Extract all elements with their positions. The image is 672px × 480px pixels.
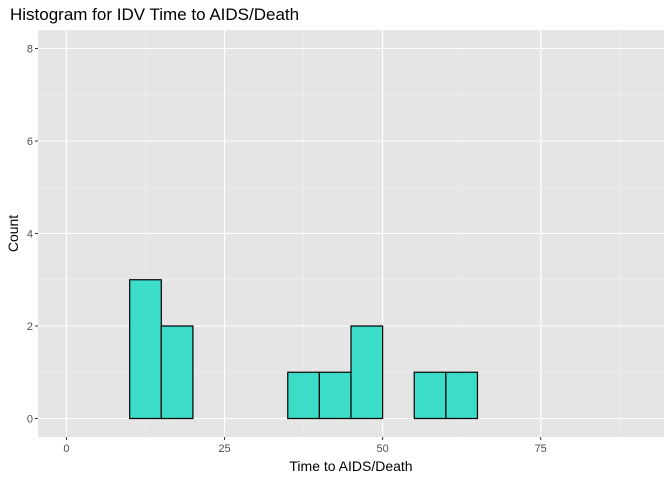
x-axis-title: Time to AIDS/Death bbox=[289, 458, 412, 474]
histogram-bar bbox=[445, 371, 479, 420]
x-tick-label: 25 bbox=[218, 443, 230, 455]
x-tick-label: 75 bbox=[535, 443, 547, 455]
histogram-bar bbox=[129, 279, 162, 420]
histogram-bar bbox=[160, 325, 194, 420]
histogram-bar bbox=[287, 371, 320, 420]
y-axis-title: Count bbox=[5, 215, 21, 252]
y-tick-label: 8 bbox=[27, 44, 33, 56]
y-tick-label: 4 bbox=[27, 229, 33, 241]
chart-title: Histogram for IDV Time to AIDS/Death bbox=[10, 5, 299, 24]
y-tick-label: 2 bbox=[27, 321, 33, 333]
x-tick-label: 50 bbox=[376, 443, 388, 455]
histogram-bar bbox=[318, 371, 352, 420]
x-tick-label: 0 bbox=[63, 443, 69, 455]
y-tick-label: 6 bbox=[27, 136, 33, 148]
histogram-bar bbox=[413, 371, 447, 420]
y-tick-label: 0 bbox=[27, 414, 33, 426]
y-axis: 0 2 4 6 8 bbox=[27, 44, 38, 426]
histogram-bars bbox=[129, 279, 479, 420]
x-axis: 0 25 50 75 bbox=[63, 437, 547, 455]
histogram-bar bbox=[350, 325, 384, 420]
